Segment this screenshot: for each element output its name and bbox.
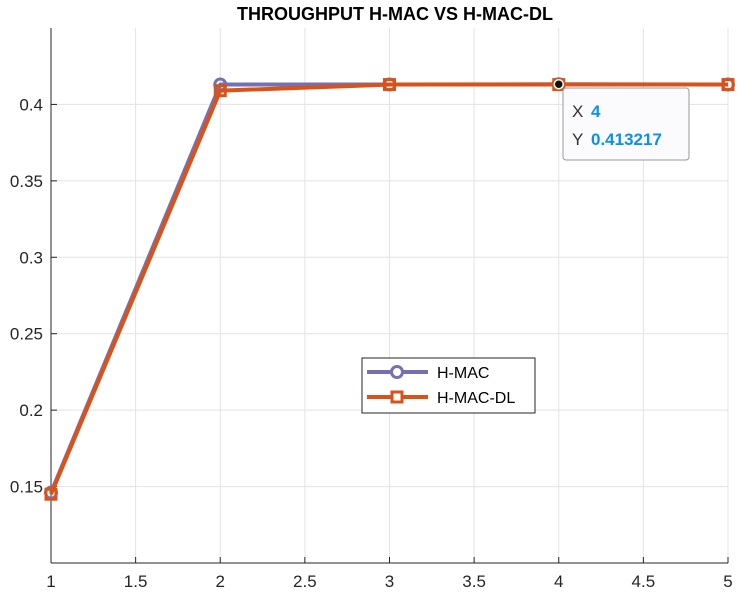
x-tick-label: 5 bbox=[723, 572, 732, 591]
x-tick-label: 3.5 bbox=[462, 572, 486, 591]
legend-label-h-mac: H-MAC bbox=[437, 365, 489, 382]
x-tick-label: 2 bbox=[216, 572, 225, 591]
datatip-x-key: X bbox=[572, 102, 583, 121]
datatip-point[interactable] bbox=[553, 78, 564, 90]
data-point-h-mac-dl[interactable] bbox=[213, 84, 227, 98]
y-tick-label: 0.15 bbox=[10, 478, 43, 497]
datatip-x-value: 4 bbox=[591, 102, 601, 121]
data-point-h-mac-dl[interactable] bbox=[44, 487, 58, 501]
legend-entry-h-mac-dl[interactable]: H-MAC-DL bbox=[367, 390, 515, 407]
legend-entry-h-mac[interactable]: H-MAC bbox=[367, 365, 489, 382]
legend-marker-h-mac bbox=[390, 365, 404, 379]
y-tick-label: 0.3 bbox=[19, 248, 43, 267]
data-point-h-mac-dl[interactable] bbox=[383, 78, 396, 92]
x-tick-label: 1 bbox=[46, 572, 55, 591]
x-tick-label: 1.5 bbox=[124, 572, 148, 591]
chart-title: THROUGHPUT H-MAC VS H-MAC-DL bbox=[237, 4, 553, 24]
x-tick-label: 4 bbox=[554, 572, 563, 591]
tick-labels: 1 1.5 2 2.5 3 3.5 4 4.5 5 0.15 0.2 0.25 0.3 0.35 0.4 bbox=[10, 95, 733, 591]
datatip[interactable]: X 4 Y 0.413217 bbox=[553, 78, 690, 161]
x-tick-label: 4.5 bbox=[632, 572, 656, 591]
data-point-h-mac-dl[interactable] bbox=[721, 78, 735, 92]
y-tick-label: 0.35 bbox=[10, 172, 43, 191]
y-tick-label: 0.2 bbox=[19, 401, 43, 420]
x-tick-label: 2.5 bbox=[293, 572, 317, 591]
legend-marker-h-mac-dl bbox=[390, 390, 404, 404]
datatip-box bbox=[562, 87, 690, 161]
y-tick-label: 0.4 bbox=[19, 95, 43, 114]
datatip-y-value: 0.413217 bbox=[591, 130, 662, 149]
series-line-h-mac-dl bbox=[49, 82, 728, 495]
datatip-y-key: Y bbox=[572, 130, 583, 149]
axes bbox=[50, 28, 729, 564]
legend-box bbox=[361, 357, 536, 414]
x-tick-label: 3 bbox=[385, 572, 394, 591]
legend[interactable]: H-MAC H-MAC-DL bbox=[361, 357, 536, 414]
y-tick-label: 0.25 bbox=[10, 325, 43, 344]
data-series bbox=[44, 77, 735, 501]
legend-label-h-mac-dl: H-MAC-DL bbox=[437, 390, 515, 407]
